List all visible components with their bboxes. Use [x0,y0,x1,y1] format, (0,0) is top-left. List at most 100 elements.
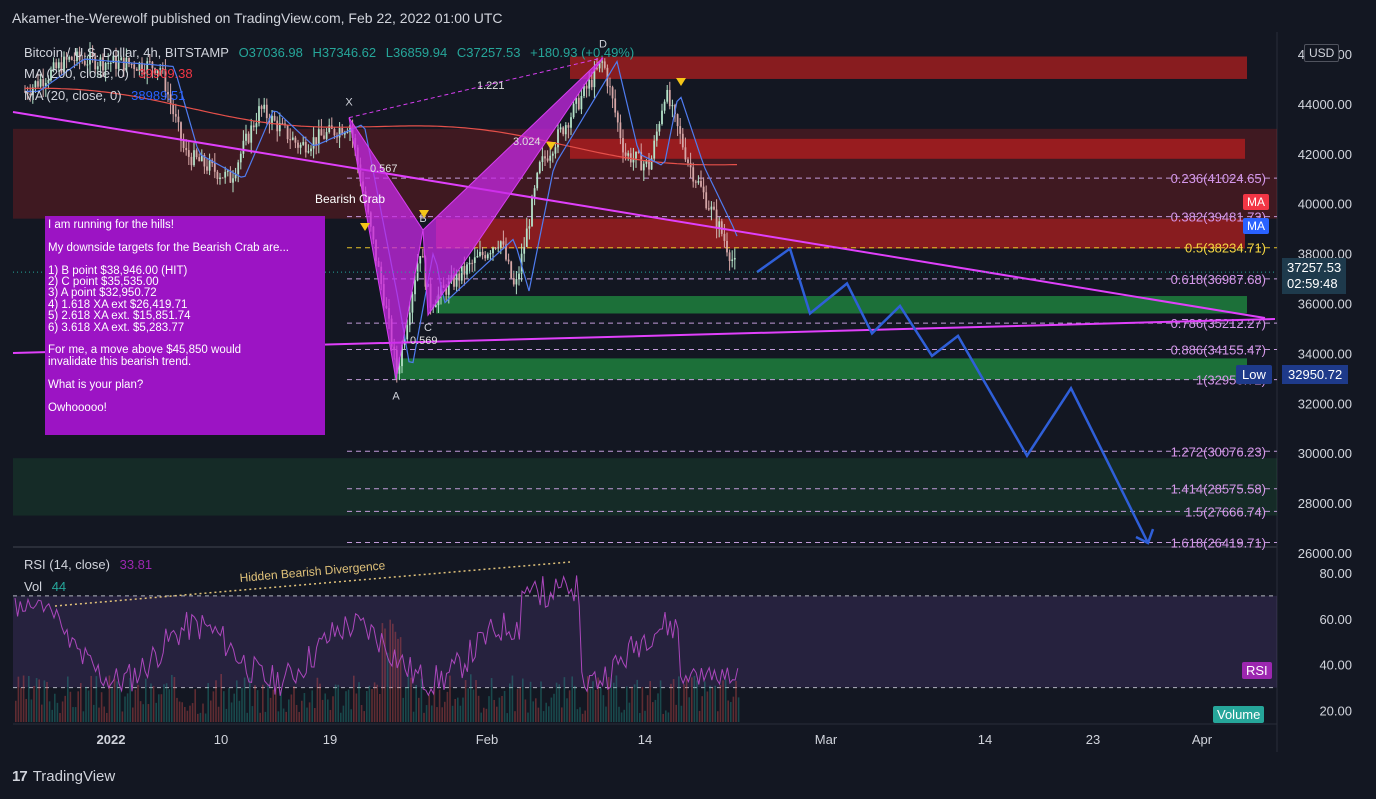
volume-bar [311,690,313,722]
zone-supply [570,56,1247,79]
candle-body [408,312,411,326]
candle-body [564,125,567,135]
volume-bar [433,685,436,722]
volume-bar [194,689,196,722]
volume-bar [355,693,358,722]
candle-body [723,233,726,241]
volume-bar [77,691,79,722]
candle-body [510,261,513,279]
volume-bar [498,697,501,722]
volume-bar [54,693,56,722]
candle-body [167,91,169,95]
signal-marker [546,142,556,150]
candle-body [622,138,624,153]
candle-body [720,221,723,234]
candle-body [63,56,65,73]
candle-body [177,116,180,123]
volume-bar [98,707,100,722]
candle-body [180,122,182,141]
candle-body [718,221,721,229]
fib-label: 0.382(39481.73) [1171,210,1266,225]
candle-body [624,152,627,156]
volume-bar [717,711,719,722]
analysis-note[interactable]: I am running for the hills! My downside … [45,216,325,435]
candle-body [154,68,156,74]
volume-bar [334,684,337,722]
candle-body [89,52,91,65]
candle-body [567,125,570,128]
candle-body [242,140,245,154]
change-value: +180.93 (+0.49%) [530,45,635,60]
volume-bar [332,696,334,722]
candle-body [107,62,110,64]
candle-body [559,127,562,130]
candle-body [583,85,585,97]
volume-bar [246,712,248,722]
candle-body [302,142,305,145]
volume-bar [587,676,589,722]
candle-body [536,172,539,189]
volume-bar [571,676,573,722]
volume-bar [597,677,599,722]
volume-bar [644,710,646,722]
candle-body [55,62,58,69]
volume-bar [446,691,449,722]
rsi-tick: 40.00 [1319,658,1352,673]
rsi-label: RSI (14, close) [24,557,110,572]
candle-body [252,125,255,128]
volume-bar [238,700,241,722]
volume-bar [321,699,324,722]
candle-body [515,278,518,285]
volume-bar [607,677,610,722]
volume-bar [501,695,503,722]
volume-bar [555,682,558,722]
fib-label: 0.236(41024.65) [1171,171,1266,186]
volume-bar [215,680,217,722]
candle-body [549,155,552,161]
volume-bar [82,711,85,722]
candle-body [700,181,702,187]
candle-body [468,262,471,265]
candle-body [411,294,414,313]
volume-bar [80,683,82,722]
volume-bar [415,685,417,722]
candle-body [546,158,549,161]
candle-body [528,226,531,229]
candle-body [588,79,591,89]
tradingview-brand[interactable]: 17 TradingView [12,768,115,785]
volume-bar [381,623,384,722]
volume-bar [87,690,90,722]
volume-bar [654,699,657,722]
time-tick: 14 [638,732,652,747]
candle-body [232,178,234,183]
rsi-tick: 80.00 [1319,566,1352,581]
candle-body [466,264,468,275]
volume-bar [150,683,152,722]
volume-bar [730,702,732,722]
vol-legend: Vol 44 [24,579,72,594]
projection-arrowhead [1135,528,1155,545]
volume-bar [488,696,490,722]
bar-countdown: 02:59:48 [1287,276,1338,291]
candle-body [575,97,578,104]
candle-body [713,206,715,210]
volume-bar [342,705,345,722]
candle-body [507,259,510,262]
volume-bar [160,694,163,722]
volume-bar [15,700,17,722]
candle-body [39,79,42,87]
candle-body [83,60,86,65]
volume-bar [220,674,222,722]
vol-value: 44 [51,579,67,594]
volume-bar [306,707,308,722]
candle-body [434,305,437,308]
candle-body [525,228,528,247]
candle-body [213,163,216,172]
price-tick: 42000.00 [1298,147,1352,162]
volume-bar [568,690,571,722]
candle-body [333,128,336,136]
volume-bar [548,706,550,722]
volume-bar [558,684,560,722]
volume-bar [693,675,696,722]
currency-button[interactable]: USD [1304,44,1340,62]
